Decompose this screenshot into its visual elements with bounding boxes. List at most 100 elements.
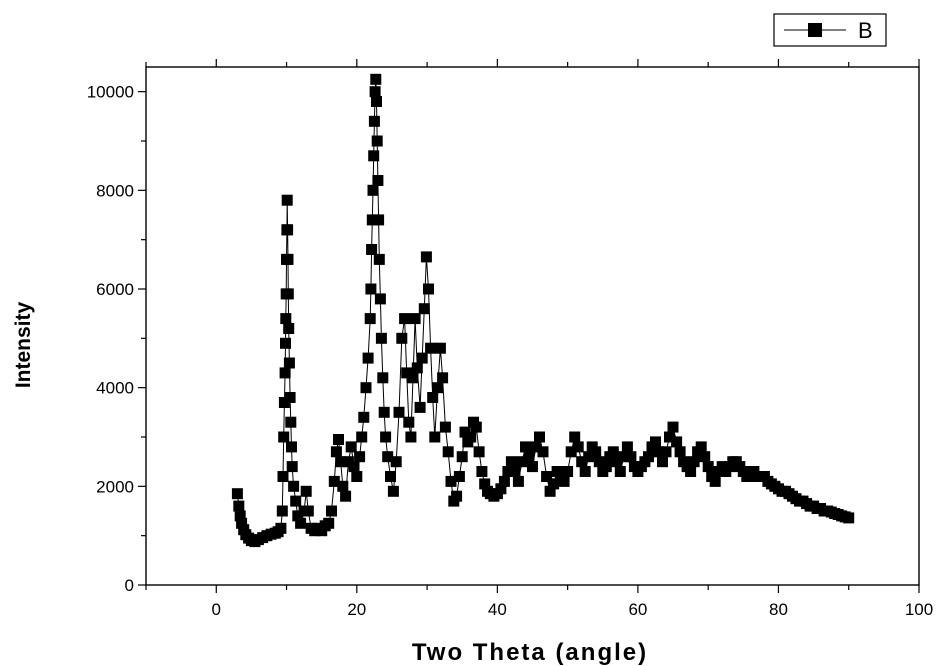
y-tick-label: 6000 [96, 280, 134, 299]
data-point [702, 461, 714, 473]
data-point [290, 495, 302, 507]
data-point [516, 456, 528, 468]
data-point [275, 522, 287, 534]
data-point [688, 456, 700, 468]
plot-frame [145, 66, 920, 586]
data-point [451, 490, 463, 502]
x-tick-label: 80 [769, 600, 788, 619]
data-point [362, 352, 374, 364]
data-point [699, 451, 711, 463]
plot-border [145, 66, 920, 586]
data-point [407, 372, 419, 384]
data-point [302, 505, 314, 517]
data-point [405, 431, 417, 443]
y-tick-label: 0 [125, 576, 134, 595]
data-point [509, 466, 521, 477]
data-point [565, 446, 577, 458]
data-point [335, 456, 347, 468]
data-point [366, 214, 378, 226]
data-point [333, 434, 344, 445]
data-point [286, 441, 297, 453]
data-point [643, 451, 654, 463]
y-tick-label: 10000 [87, 83, 134, 102]
data-point [520, 441, 531, 453]
data-point [278, 431, 290, 443]
data-point [367, 184, 379, 196]
data-point [427, 392, 439, 403]
data-point [674, 446, 686, 458]
data-point [437, 372, 449, 384]
data-point [534, 431, 545, 443]
data-point [374, 293, 386, 305]
data-point [330, 446, 342, 458]
data-point [282, 224, 294, 236]
data-point [279, 367, 291, 379]
plot-area [231, 73, 855, 548]
data-point [277, 471, 289, 482]
data-point [328, 475, 340, 487]
data-point [375, 332, 387, 344]
data-point [459, 426, 471, 438]
data-point [286, 461, 298, 473]
x-tick-label: 20 [347, 600, 366, 619]
data-point [416, 352, 428, 364]
data-point [671, 436, 683, 448]
data-point [414, 401, 426, 413]
data-point [657, 456, 668, 468]
data-point [664, 431, 675, 443]
data-point [372, 175, 384, 186]
data-point [276, 505, 288, 517]
data-point [843, 512, 855, 524]
data-point [650, 436, 661, 448]
data-point [371, 96, 382, 107]
data-point [411, 362, 423, 374]
data-point [371, 135, 383, 147]
data-point [465, 431, 477, 443]
data-point [233, 500, 245, 512]
data-point [284, 392, 296, 403]
data-point [434, 342, 446, 354]
data-point [476, 466, 488, 477]
data-point [368, 115, 380, 127]
legend: B [773, 13, 887, 47]
data-point [285, 416, 297, 428]
data-point [373, 214, 385, 226]
data-point [369, 86, 381, 98]
data-point [562, 466, 574, 477]
data-point [505, 456, 517, 468]
data-point [282, 253, 294, 265]
data-point [358, 411, 370, 423]
data-point [618, 451, 630, 463]
data-point [453, 471, 465, 482]
data-point [282, 288, 294, 300]
axis-tick-labels: 0 20 40 60 80 100 0 2000 4000 6000 8000 10000 [87, 83, 933, 619]
data-point [370, 73, 382, 85]
data-point [278, 397, 290, 408]
x-tick-label: 40 [488, 600, 507, 619]
x-tick-label: 100 [905, 600, 933, 619]
data-point [231, 488, 243, 500]
data-point [387, 485, 399, 497]
data-point [614, 466, 626, 477]
data-point [283, 323, 295, 334]
data-point [442, 446, 454, 458]
data-point [342, 456, 354, 468]
data-point [396, 332, 408, 344]
data-point [470, 421, 482, 433]
y-tick-label: 8000 [96, 181, 134, 200]
data-point [569, 431, 581, 443]
data-point [326, 505, 337, 517]
data-point [600, 461, 612, 473]
data-point [432, 382, 444, 394]
data-point [667, 421, 679, 433]
data-point [234, 510, 246, 522]
data-point [418, 303, 430, 315]
data-point [288, 480, 300, 492]
data-point [340, 490, 352, 502]
data-point [593, 456, 605, 468]
data-point [393, 406, 405, 418]
data-point [360, 382, 372, 394]
data-point [495, 483, 507, 495]
data-point [348, 461, 360, 473]
